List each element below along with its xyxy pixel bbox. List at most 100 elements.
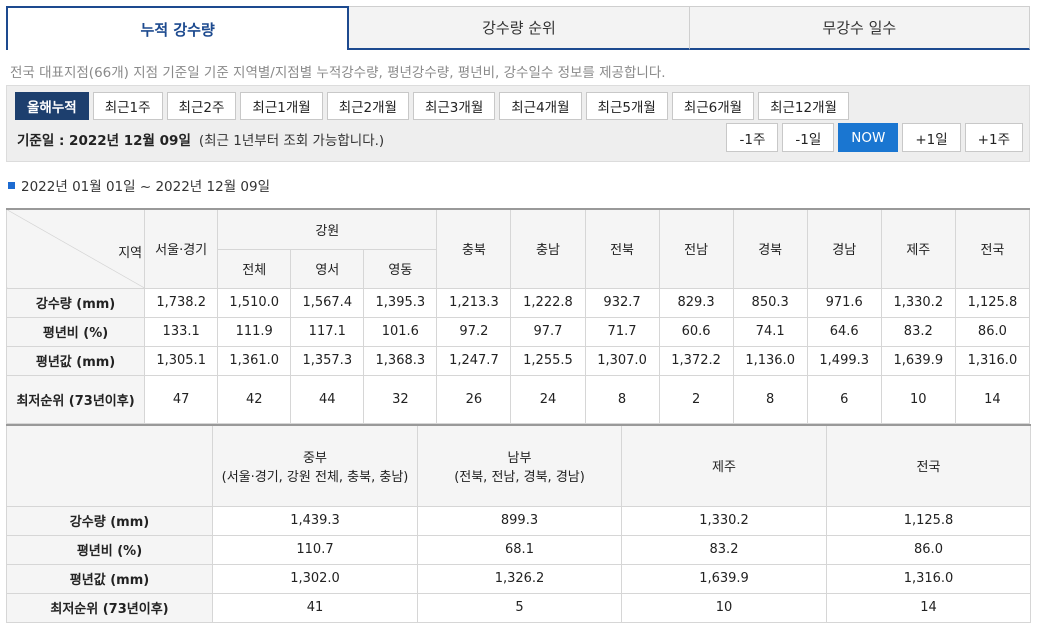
table-cell: 41 bbox=[212, 592, 418, 623]
table-cell: 1,639.9 bbox=[621, 563, 827, 594]
zone-subtitle: (전북, 전남, 경북, 경남) bbox=[454, 469, 585, 485]
table-cell: 1,330.2 bbox=[880, 287, 956, 318]
table-cell: 74.1 bbox=[732, 316, 808, 347]
period-button-4months[interactable]: 최근4개월 bbox=[499, 92, 582, 120]
table-cell: 10 bbox=[880, 374, 956, 424]
period-button-12months[interactable]: 최근12개월 bbox=[758, 92, 849, 120]
table-cell: 117.1 bbox=[290, 316, 365, 347]
zone-title: 제주 bbox=[712, 460, 736, 476]
table-cell: 44 bbox=[290, 374, 365, 424]
minus-1-day-button[interactable]: -1일 bbox=[782, 123, 835, 152]
table-cell: 1,738.2 bbox=[144, 287, 219, 318]
period-button-2months[interactable]: 최근2개월 bbox=[326, 92, 409, 120]
table-cell: 42 bbox=[217, 374, 292, 424]
col-header-region: 전북 bbox=[584, 208, 660, 289]
corner-header bbox=[6, 424, 213, 507]
col-header-region: 충북 bbox=[436, 208, 512, 289]
table-cell: 133.1 bbox=[144, 316, 219, 347]
row-header: 강수량 (mm) bbox=[5, 287, 146, 318]
table-cell: 1,639.9 bbox=[880, 345, 956, 376]
table-cell: 86.0 bbox=[826, 534, 1031, 565]
col-header-region: 전남 bbox=[658, 208, 734, 289]
col-header-region: 전국 bbox=[954, 208, 1031, 289]
table-cell: 1,439.3 bbox=[212, 505, 418, 536]
table-cell: 32 bbox=[363, 374, 438, 424]
col-header-gangwon-sub: 영서 bbox=[290, 248, 365, 289]
table-cell: 8 bbox=[584, 374, 660, 424]
table-cell: 1,307.0 bbox=[584, 345, 660, 376]
table-cell: 829.3 bbox=[658, 287, 734, 318]
table-cell: 971.6 bbox=[806, 287, 882, 318]
table-cell: 14 bbox=[954, 374, 1031, 424]
tab-cumulative-precipitation[interactable]: 누적 강수량 bbox=[6, 6, 350, 50]
table-cell: 47 bbox=[144, 374, 219, 424]
table-row: 평년값 (mm) 1,305.1 1,361.0 1,357.3 1,368.3 1,24… bbox=[5, 345, 1031, 376]
col-header-region: 제주 bbox=[880, 208, 956, 289]
period-button-5months[interactable]: 최근5개월 bbox=[585, 92, 668, 120]
zone-title: 전국 bbox=[916, 460, 941, 476]
table-row: 평년비 (%) 133.1 111.9 117.1 101.6 97.2 97.7 71.7 6… bbox=[5, 316, 1031, 347]
zone-title: 남부 bbox=[507, 450, 532, 466]
col-header-region: 경북 bbox=[732, 208, 808, 289]
table-cell: 26 bbox=[436, 374, 512, 424]
row-header: 강수량 (mm) bbox=[6, 505, 213, 536]
table-row: 강수량 (mm) 1,738.2 1,510.0 1,567.4 1,395.3 1,21… bbox=[5, 287, 1031, 318]
col-header-zone: 전국 bbox=[826, 424, 1031, 507]
date-range-text: 2022년 01월 01일 ~ 2022년 12월 09일 bbox=[21, 179, 271, 195]
base-date: 기준일 : 2022년 12월 09일 (최근 1년부터 조회 가능합니다.) bbox=[17, 129, 384, 149]
table-cell: 6 bbox=[806, 374, 882, 424]
row-header: 평년비 (%) bbox=[6, 534, 213, 565]
date-nav-buttons: -1주 -1일 NOW +1일 +1주 bbox=[726, 123, 1023, 152]
period-button-1month[interactable]: 최근1개월 bbox=[240, 92, 323, 120]
plus-1-week-button[interactable]: +1주 bbox=[964, 123, 1023, 152]
page-description: 전국 대표지점(66개) 지점 기준일 기준 지역별/지점별 누적강수량, 평년… bbox=[10, 65, 666, 81]
table-row: 평년값 (mm) 1,302.0 1,326.2 1,639.9 1,316.0 bbox=[6, 563, 1031, 594]
table-cell: 1,316.0 bbox=[954, 345, 1031, 376]
plus-1-day-button[interactable]: +1일 bbox=[902, 123, 961, 152]
table-cell: 1,357.3 bbox=[290, 345, 365, 376]
table-cell: 97.2 bbox=[436, 316, 512, 347]
table-cell: 86.0 bbox=[954, 316, 1031, 347]
tab-no-rain-days[interactable]: 무강수 일수 bbox=[689, 6, 1030, 50]
minus-1-week-button[interactable]: -1주 bbox=[726, 123, 779, 152]
period-buttons: 올해누적 최근1주 최근2주 최근1개월 최근2개월 최근3개월 최근4개월 최… bbox=[15, 92, 849, 120]
table-cell: 101.6 bbox=[363, 316, 438, 347]
now-button[interactable]: NOW bbox=[838, 123, 899, 152]
bullet-icon bbox=[8, 181, 15, 189]
table-cell: 899.3 bbox=[417, 505, 622, 536]
base-date-note: (최근 1년부터 조회 가능합니다.) bbox=[198, 133, 385, 149]
period-button-ytd[interactable]: 올해누적 bbox=[15, 92, 89, 120]
table-cell: 14 bbox=[826, 592, 1031, 623]
table-cell: 1,125.8 bbox=[954, 287, 1031, 318]
col-header-zone: 중부 (서울·경기, 강원 전체, 충북, 충남) bbox=[212, 424, 418, 507]
table-cell: 1,499.3 bbox=[806, 345, 882, 376]
table-cell: 1,316.0 bbox=[826, 563, 1031, 594]
period-button-2weeks[interactable]: 최근2주 bbox=[166, 92, 237, 120]
corner-label: 지역 bbox=[118, 246, 143, 261]
table-cell: 932.7 bbox=[584, 287, 660, 318]
tab-precipitation-rank[interactable]: 강수량 순위 bbox=[349, 6, 690, 50]
table-cell: 1,255.5 bbox=[510, 345, 586, 376]
col-header-region: 경남 bbox=[806, 208, 882, 289]
period-button-1week[interactable]: 최근1주 bbox=[92, 92, 163, 120]
table-cell: 1,222.8 bbox=[510, 287, 586, 318]
period-button-3months[interactable]: 최근3개월 bbox=[412, 92, 496, 120]
table-cell: 1,510.0 bbox=[217, 287, 292, 318]
base-date-label: 기준일 : 2022년 12월 09일 bbox=[17, 133, 191, 149]
table-cell: 850.3 bbox=[732, 287, 808, 318]
col-header-seoul: 서울·경기 bbox=[144, 208, 219, 289]
table-cell: 8 bbox=[732, 374, 808, 424]
regional-precipitation-table: 지역 서울·경기 강원 충북 충남 전북 전남 경북 경남 제주 전국 전체 영… bbox=[5, 208, 1031, 424]
zonal-precipitation-table: 중부 (서울·경기, 강원 전체, 충북, 충남) 남부 (전북, 전남, 경북, 경… bbox=[6, 424, 1031, 623]
table-row: 최저순위 (73년이후) 47 42 44 32 26 24 8 2 8 6 10 14 bbox=[5, 374, 1031, 424]
table-row: 평년비 (%) 110.7 68.1 83.2 86.0 bbox=[6, 534, 1031, 565]
table-cell: 64.6 bbox=[806, 316, 882, 347]
table-cell: 97.7 bbox=[510, 316, 586, 347]
period-button-6months[interactable]: 최근6개월 bbox=[671, 92, 755, 120]
col-header-region: 충남 bbox=[510, 208, 586, 289]
table-cell: 1,302.0 bbox=[212, 563, 418, 594]
table-cell: 111.9 bbox=[217, 316, 292, 347]
table-cell: 83.2 bbox=[880, 316, 956, 347]
table-cell: 68.1 bbox=[417, 534, 622, 565]
table-cell: 1,136.0 bbox=[732, 345, 808, 376]
